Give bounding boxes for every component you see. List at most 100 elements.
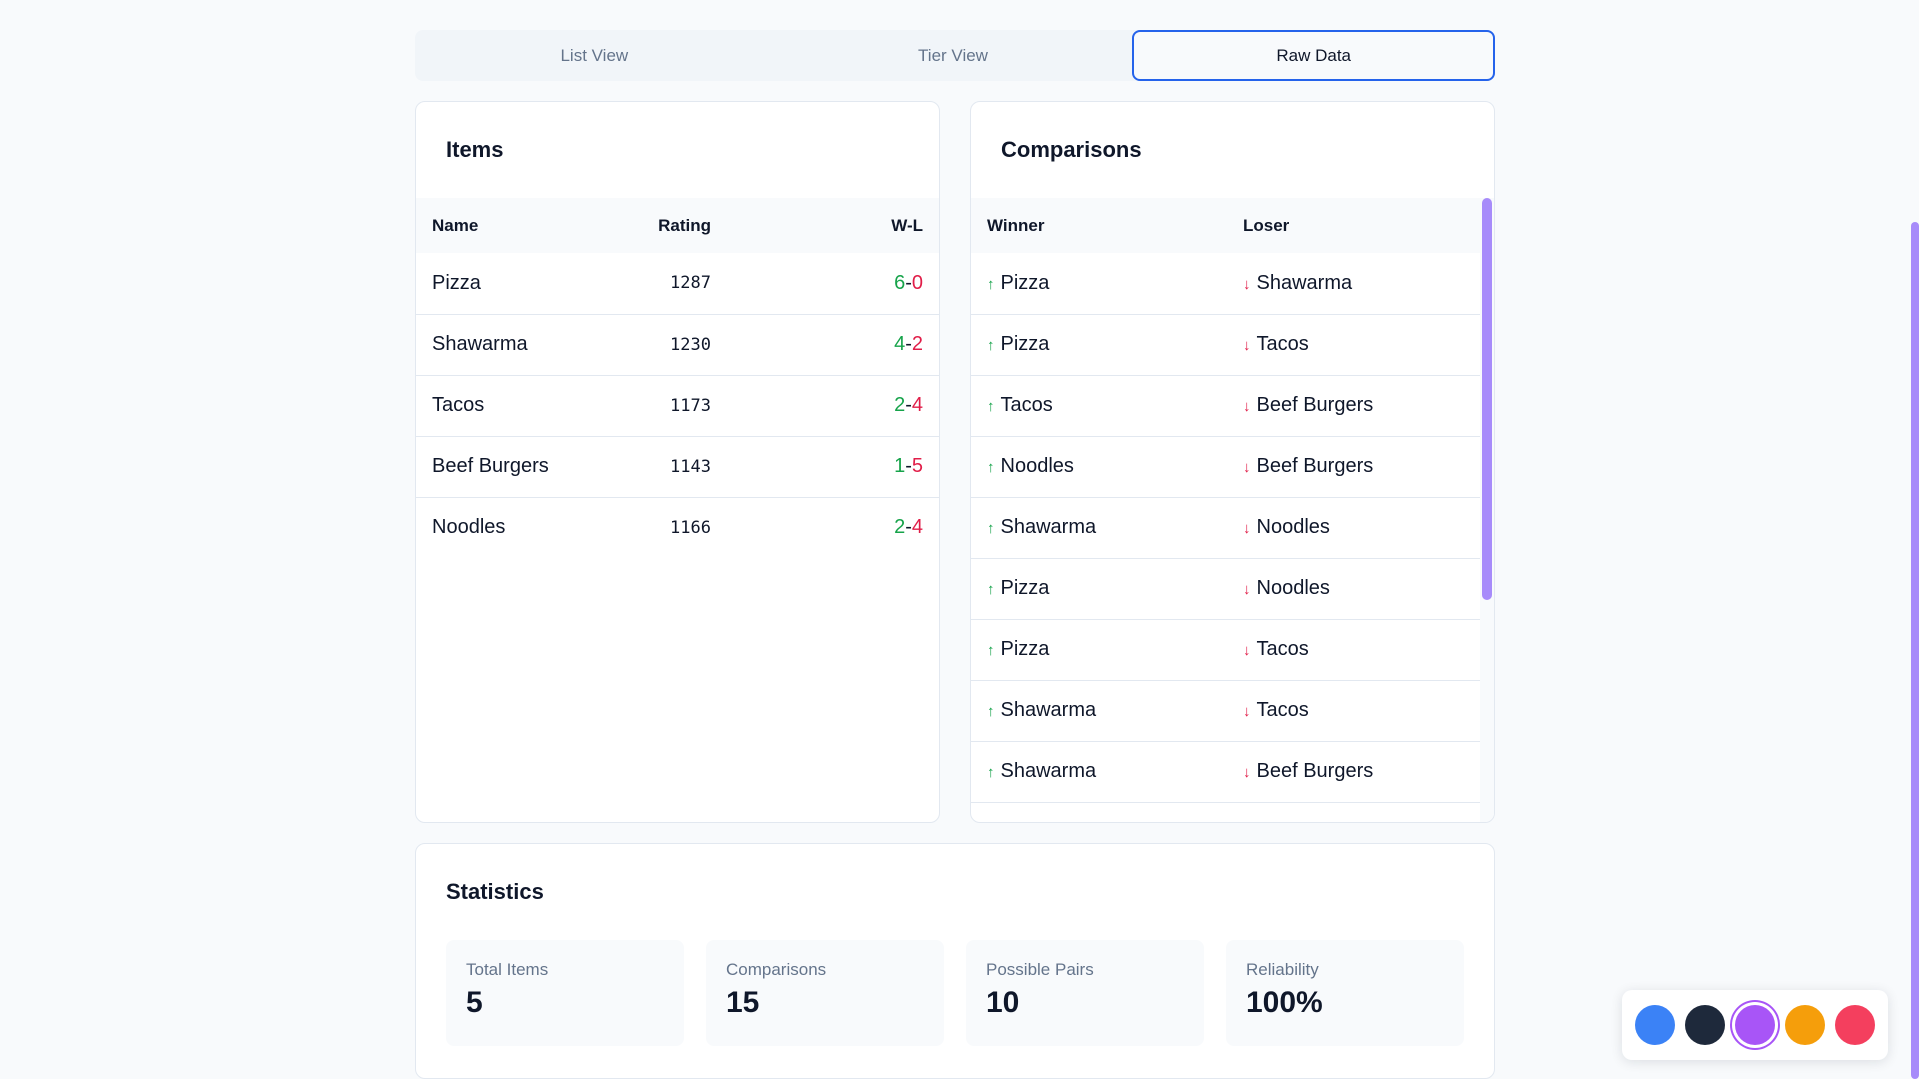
item-win-loss: 6-0 [839,253,939,315]
wins-count: 4 [894,333,906,355]
comparisons-header-row: Winner Loser [971,198,1484,253]
wl-separator: - [905,516,912,539]
items-title: Items [446,137,504,162]
winner-name: Shawarma [1000,760,1097,782]
arrow-up-icon: ↑ [987,764,995,781]
color-swatch[interactable] [1685,1005,1725,1045]
winner-cell: ↑ Pizza [971,558,1243,620]
loser-cell: ↓ Tacos [1243,680,1484,742]
loser-cell: ↓ Tacos [1243,619,1484,681]
arrow-down-icon: ↓ [1243,642,1251,659]
view-tabs: List View Tier View Raw Data [415,30,1496,81]
arrow-up-icon: ↑ [987,275,995,293]
item-name: Shawarma [416,314,609,376]
winner-name: Shawarma [1000,516,1097,538]
items-header-row: Name Rating W-L [416,198,939,253]
winner-cell: ↑ Shawarma [971,680,1243,742]
table-row: Noodles 1166 2-4 [416,497,939,558]
loser-name: Noodles [1256,577,1330,599]
loser-cell [1243,802,1484,822]
wl-separator: - [905,333,912,355]
item-name: Beef Burgers [416,436,609,498]
arrow-down-icon: ↓ [1243,703,1251,720]
item-name: Tacos [416,375,609,437]
arrow-up-icon: ↑ [987,459,995,476]
arrow-down-icon: ↓ [1243,581,1251,598]
loser-name: Tacos [1256,638,1309,660]
loser-cell: ↓ Noodles [1243,558,1484,620]
item-rating: 1173 [609,375,839,437]
tab-tier-view[interactable]: Tier View [918,45,988,65]
stat-comparisons: Comparisons 15 [706,940,944,1046]
color-swatch[interactable] [1735,1005,1775,1045]
wins-count: 2 [894,516,906,539]
statistics-card: Statistics Total Items 5 Comparisons 15 … [415,843,1495,1079]
tab-raw-data[interactable]: Raw Data [1132,30,1496,81]
loser-cell: ↓ Shawarma [1243,253,1484,315]
table-row: ↑ Shawarma ↓ Noodles [971,497,1484,559]
item-win-loss: 4-2 [839,314,939,376]
arrow-down-icon: ↓ [1243,398,1251,415]
color-swatch[interactable] [1835,1005,1875,1045]
losses-count: 0 [911,271,923,294]
winner-cell [971,802,1243,822]
losses-count: 4 [911,516,923,539]
comparisons-title: Comparisons [1001,137,1142,162]
table-row: ↑ Pizza ↓ Tacos [971,619,1484,681]
column-header-wl: W-L [891,215,923,235]
table-row: ↑ Pizza ↓ Shawarma [971,253,1484,315]
stat-label: Possible Pairs [986,960,1094,979]
stat-value: 5 [466,986,483,1019]
loser-cell: ↓ Noodles [1243,497,1484,559]
page-scrollbar[interactable] [1911,222,1919,1079]
loser-cell: ↓ Tacos [1243,314,1484,376]
losses-count: 2 [911,333,923,355]
column-header-winner: Winner [987,215,1045,235]
stat-value: 10 [986,986,1020,1019]
arrow-down-icon: ↓ [1243,337,1251,354]
item-rating: 1230 [609,314,839,376]
item-win-loss: 1-5 [839,436,939,498]
arrow-down-icon: ↓ [1243,764,1251,781]
table-row: ↑ Noodles ↓ Beef Burgers [971,436,1484,498]
table-row: ↑ Shawarma ↓ Tacos [971,680,1484,742]
loser-name: Beef Burgers [1256,394,1374,416]
item-rating: 1143 [609,436,839,498]
winner-name: Pizza [1000,271,1050,294]
color-swatch[interactable] [1635,1005,1675,1045]
loser-name: Tacos [1256,699,1309,721]
stat-value: 100% [1246,986,1323,1019]
loser-cell: ↓ Beef Burgers [1243,375,1484,437]
comparisons-scroll-area[interactable]: Winner Loser ↑ Pizza ↓ Shawarma ↑ Pizza ↓ Tacos… [971,198,1494,822]
table-row: ↑ Tacos ↓ Beef Burgers [971,375,1484,437]
table-row: ↑ Pizza ↓ Noodles [971,558,1484,620]
losses-count: 5 [911,455,923,477]
loser-cell: ↓ Beef Burgers [1243,436,1484,498]
winner-cell: ↑ Shawarma [971,497,1243,559]
winner-name: Pizza [1000,638,1050,660]
comparisons-scrollbar[interactable] [1482,198,1492,600]
arrow-up-icon: ↑ [987,703,995,720]
tab-list-view[interactable]: List View [560,45,629,65]
arrow-up-icon: ↑ [987,581,995,598]
arrow-up-icon: ↑ [987,520,995,537]
table-row: ↑ Pizza ↓ Tacos [971,314,1484,376]
winner-cell: ↑ Noodles [971,436,1243,498]
winner-name: Pizza [1000,333,1050,355]
stat-label: Reliability [1246,960,1319,979]
winner-cell: ↑ Shawarma [971,741,1243,803]
table-row: ↑ Shawarma ↓ Beef Burgers [971,741,1484,803]
table-row: Beef Burgers 1143 1-5 [416,436,939,498]
stat-label: Comparisons [726,960,827,979]
color-swatch[interactable] [1785,1005,1825,1045]
theme-color-picker [1622,990,1888,1060]
losses-count: 4 [911,394,923,416]
arrow-down-icon: ↓ [1243,275,1251,293]
comparisons-card: Comparisons Winner Loser ↑ Pizza ↓ Shawarma… [970,101,1495,823]
loser-name: Shawarma [1256,271,1353,294]
arrow-up-icon: ↑ [987,398,995,415]
winner-cell: ↑ Pizza [971,253,1243,315]
stat-possible-pairs: Possible Pairs 10 [966,940,1204,1046]
stat-value: 15 [726,986,760,1019]
stats-grid: Total Items 5 Comparisons 15 Possible Pa… [416,940,1494,1046]
